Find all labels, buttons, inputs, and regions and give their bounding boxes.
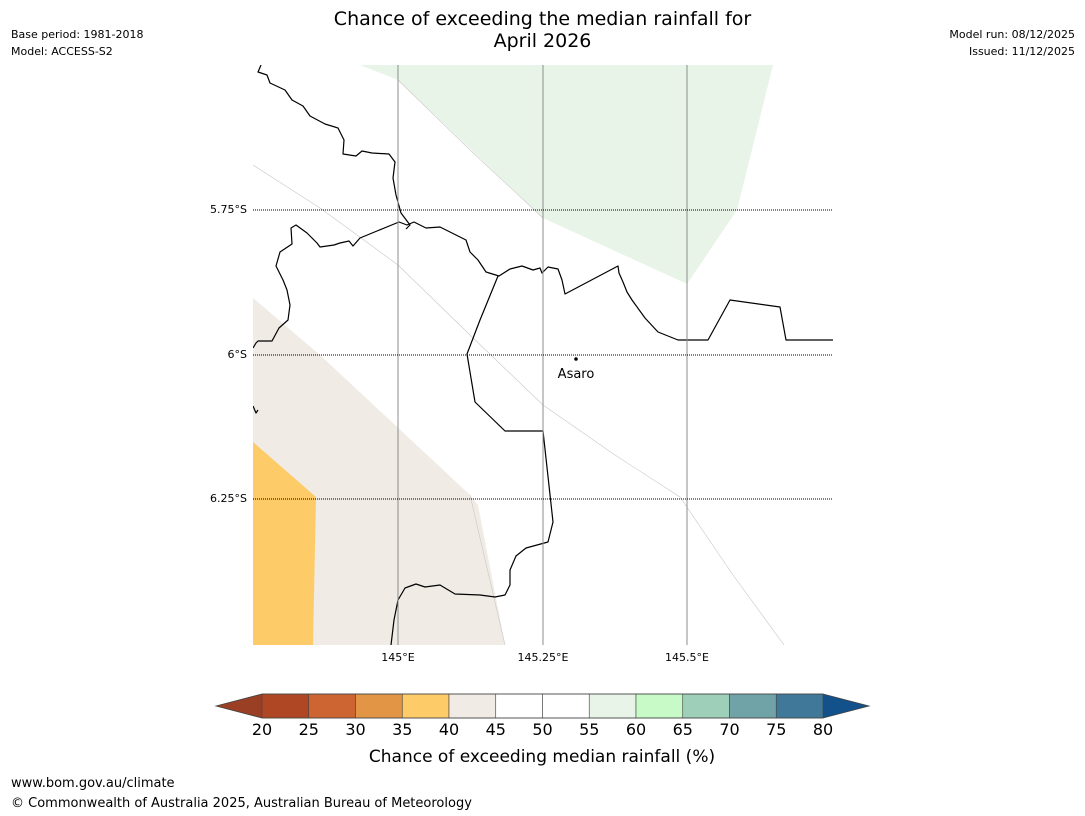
chart-title: Chance of exceeding the median rainfall … <box>0 8 1085 52</box>
colorbar-tick-label: 55 <box>579 720 599 739</box>
model-name: Model: ACCESS-S2 <box>11 45 113 58</box>
colorbar-bin <box>495 693 543 719</box>
base-period: Base period: 1981-2018 <box>11 28 144 41</box>
colorbar-bin <box>308 693 356 719</box>
colorbar-under-arrow <box>216 694 262 718</box>
map-area <box>253 65 833 645</box>
contour-line <box>469 494 506 645</box>
contour-line <box>397 79 544 219</box>
colorbar-bin <box>775 693 824 719</box>
title-line-1: Chance of exceeding the median rainfall … <box>333 8 752 30</box>
city-label: Asaro <box>558 367 595 382</box>
lat-label-6-25s: 6.25°S <box>210 492 247 505</box>
colorbar-tick-label: 20 <box>252 720 272 739</box>
lat-label-6s: 6°S <box>228 348 247 361</box>
colorbar-tick-label: 70 <box>719 720 739 739</box>
colorbar-bin <box>401 693 450 719</box>
colorbar-tick-label: 45 <box>486 720 506 739</box>
colorbar-bin <box>729 693 777 719</box>
colorbar-tick-label: 65 <box>673 720 693 739</box>
coastline <box>253 65 833 645</box>
colorbar-tick-label: 75 <box>766 720 786 739</box>
coastline-main <box>253 221 833 349</box>
model-run: Model run: 08/12/2025 <box>949 28 1075 41</box>
coastline-river <box>390 275 554 645</box>
colorbar-bins <box>261 693 824 719</box>
colorbar-bin <box>682 693 730 719</box>
colorbar-ticks: 20 25 30 35 40 45 50 55 60 65 70 75 80 <box>252 720 833 739</box>
city-marker <box>574 357 578 361</box>
colorbar-tick-label: 35 <box>392 720 412 739</box>
footer-url: www.bom.gov.au/climate <box>11 776 175 791</box>
issued-date: Issued: 11/12/2025 <box>968 45 1075 58</box>
region-55-60 <box>360 65 773 284</box>
colorbar-bin <box>261 693 310 719</box>
footer-copyright: © Commonwealth of Australia 2025, Austra… <box>11 796 472 811</box>
colorbar-tick-label: 40 <box>439 720 459 739</box>
colorbar-tick-label: 30 <box>345 720 365 739</box>
colorbar-tick-label: 50 <box>532 720 552 739</box>
colorbar-outline <box>214 693 871 719</box>
region-35-40 <box>253 442 316 645</box>
parallels <box>253 209 833 500</box>
meta-right: Model run: 08/12/2025 Issued: 11/12/2025 <box>949 26 1075 60</box>
coastline-fragment <box>253 405 259 414</box>
meta-left: Base period: 1981-2018 Model: ACCESS-S2 <box>11 26 143 60</box>
colorbar-bin <box>355 693 403 719</box>
region-40-45 <box>253 298 505 645</box>
colorbar-bin <box>588 693 637 719</box>
colorbar-title: Chance of exceeding median rainfall (%) <box>369 747 715 767</box>
colorbar-tick-label: 60 <box>626 720 646 739</box>
colorbar: 20 25 30 35 40 45 50 55 60 65 70 75 80 Chance of exc… <box>214 693 871 767</box>
lon-label-145-5e: 145.5°E <box>665 651 709 664</box>
title-line-2: April 2026 <box>493 30 592 52</box>
colorbar-tick-label: 25 <box>299 720 319 739</box>
lat-label-5-75s: 5.75°S <box>210 203 247 216</box>
colorbar-over-arrow <box>823 694 869 718</box>
coastline-north <box>257 65 411 230</box>
lon-label-145e: 145°E <box>381 651 414 664</box>
colorbar-bin <box>542 693 590 719</box>
lon-label-145-25e: 145.25°E <box>518 651 569 664</box>
colorbar-bin <box>448 693 497 719</box>
colorbar-bin <box>635 693 684 719</box>
colorbar-tick-label: 80 <box>813 720 833 739</box>
